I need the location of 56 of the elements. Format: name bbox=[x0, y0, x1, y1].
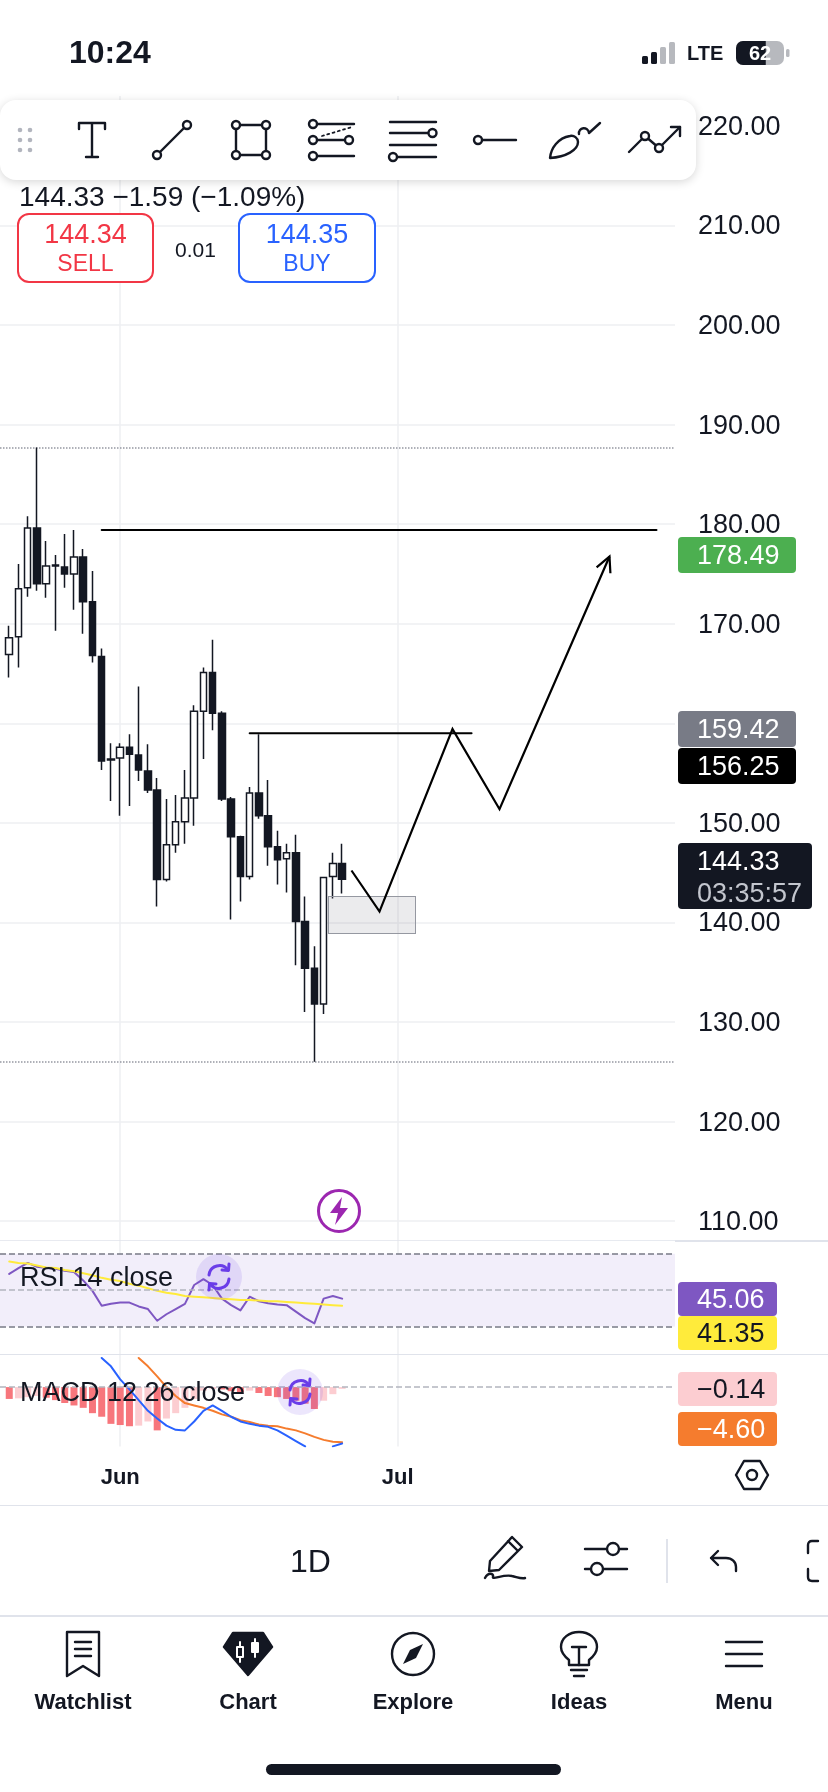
text: 144.33 −1.59 (−1.09%) bbox=[19, 181, 306, 213]
candlestick bbox=[245, 786, 254, 881]
candlestick bbox=[134, 685, 143, 782]
candlestick bbox=[282, 842, 291, 894]
y-tick-label: 120.00 bbox=[698, 1106, 781, 1137]
text: Menu bbox=[715, 1689, 773, 1715]
candlestick bbox=[60, 533, 69, 589]
price-tag: 159.42 bbox=[678, 711, 796, 748]
candlestick bbox=[97, 647, 106, 771]
y-tick-label: 220.00 bbox=[698, 110, 781, 141]
candlestick bbox=[23, 515, 32, 598]
x-tick-label: Jul bbox=[381, 1463, 414, 1489]
y-tick-label: 190.00 bbox=[698, 409, 781, 440]
candlestick bbox=[4, 624, 14, 679]
price-tag: 156.25 bbox=[678, 747, 796, 784]
x-tick-label: Jun bbox=[100, 1463, 140, 1489]
y-tick-label: 180.00 bbox=[698, 509, 781, 540]
text: 10:24 bbox=[69, 34, 151, 71]
price-tag: 178.49 bbox=[678, 537, 796, 574]
candlestick bbox=[14, 563, 23, 669]
price-tag: −0.14 bbox=[678, 1371, 777, 1406]
y-tick-label: 210.00 bbox=[698, 210, 781, 241]
price-tag: −4.60 bbox=[678, 1412, 777, 1447]
sell-button: 144.34 SELL bbox=[17, 213, 154, 283]
annotation: BUY bbox=[283, 250, 331, 277]
y-tick-label: 150.00 bbox=[698, 807, 781, 838]
text: Explore bbox=[372, 1689, 454, 1715]
candlestick bbox=[162, 798, 171, 883]
price-tag: 41.35 bbox=[678, 1315, 777, 1350]
candlestick bbox=[236, 835, 245, 903]
y-tick-label: 110.00 bbox=[698, 1206, 779, 1237]
candlestick bbox=[125, 733, 134, 807]
text: Watchlist bbox=[34, 1689, 132, 1715]
price-tag: 144.33 03:35:57 bbox=[678, 843, 813, 910]
candlestick bbox=[273, 830, 282, 886]
buy-button: 144.35 BUY bbox=[238, 213, 376, 283]
candlestick bbox=[88, 570, 97, 664]
annotation: 144.34 bbox=[44, 219, 127, 250]
candlestick bbox=[319, 876, 328, 1015]
text: Ideas bbox=[550, 1689, 608, 1715]
text: Chart bbox=[219, 1689, 277, 1715]
y-tick-label: 170.00 bbox=[698, 608, 781, 639]
text: LTE bbox=[687, 41, 724, 65]
candlestick bbox=[310, 945, 319, 1063]
price-tag: 45.06 bbox=[678, 1281, 777, 1316]
candlestick bbox=[171, 794, 180, 854]
y-tick-label: 140.00 bbox=[698, 907, 781, 938]
y-tick-label: 130.00 bbox=[698, 1006, 781, 1037]
y-tick-label: 200.00 bbox=[698, 310, 781, 340]
annotation: 144.35 bbox=[265, 219, 349, 250]
candlestick bbox=[199, 666, 208, 760]
annotation: SELL bbox=[57, 250, 114, 277]
candlestick bbox=[51, 554, 60, 632]
candlestick bbox=[208, 638, 217, 731]
annotation: 0.01 bbox=[175, 238, 216, 262]
text: 1D bbox=[290, 1543, 331, 1580]
